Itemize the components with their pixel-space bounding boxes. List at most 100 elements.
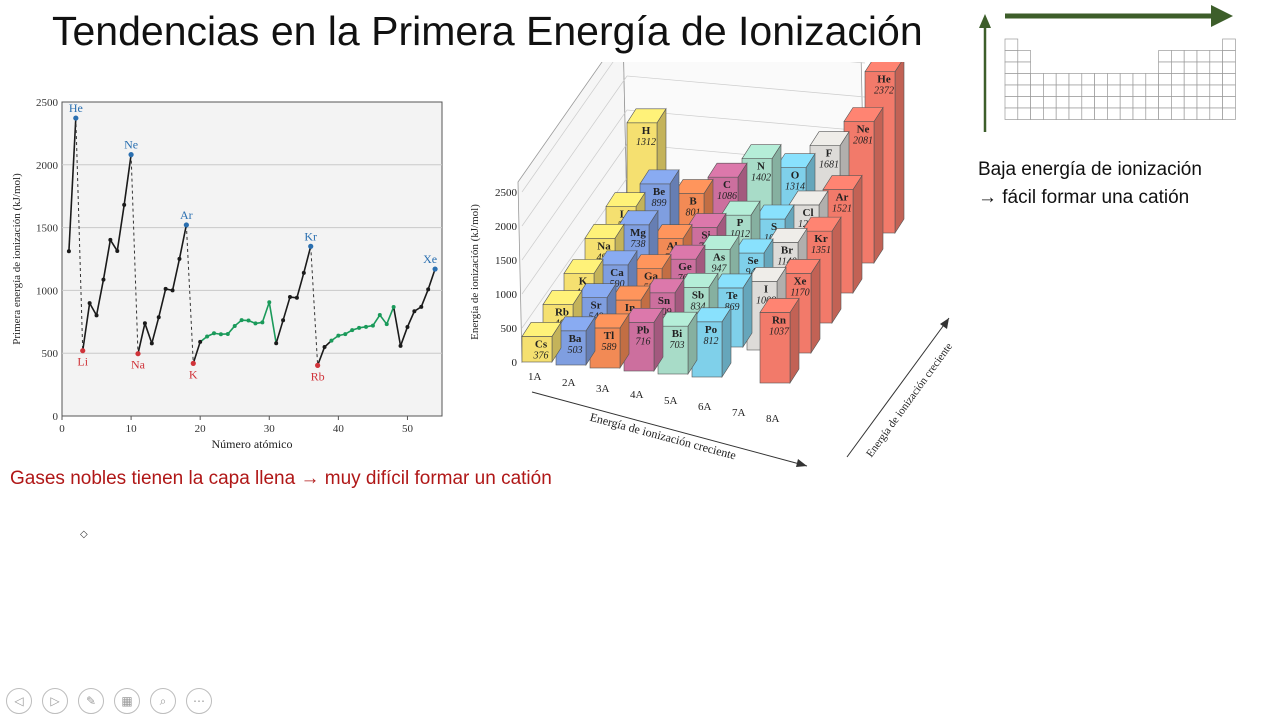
series-segment [144,323,153,344]
bar-symbol: Tl [604,330,614,342]
y-tick-label: 1500 [36,223,59,235]
low-energy-note-line1: Baja energía de ionización [978,159,1202,180]
data-point [322,345,327,350]
data-point [94,313,99,318]
bar-value: 812 [704,336,719,347]
mini-table-cell [1222,61,1236,74]
data-point [246,318,251,323]
point-annotation: K [189,367,198,381]
data-point [183,222,189,228]
wall-grid-line [521,143,628,295]
bar-symbol: Ba [569,333,582,345]
next-slide-button[interactable]: ▷ [42,688,68,714]
x-axis-label: Energía de ionización creciente [588,410,737,463]
mini-table-cell [1119,96,1134,109]
data-point [432,266,438,272]
bar-symbol: He [877,74,891,86]
data-point [274,341,279,346]
bar-side [852,174,863,295]
bar-value: 503 [568,345,583,356]
bar-value: 1008 [756,295,776,306]
mini-table-cell [1107,96,1121,109]
mini-table-cell [1222,73,1236,86]
data-point [115,248,120,253]
bar-value: 1012 [730,229,750,240]
bar-value: 834 [691,301,706,312]
mini-table-cell [1196,50,1211,63]
bar-symbol: S [771,221,777,233]
bar-symbol: O [791,170,800,182]
slide-overview-button[interactable]: ▦ [114,688,140,714]
group-label: 6A [698,401,712,413]
bar-top [746,267,787,282]
bar-top [801,216,842,232]
bar-symbol: Pb [637,324,650,336]
data-point [253,321,258,326]
mini-table-cell [1222,38,1236,51]
mini-table-cell [1183,96,1198,109]
data-point [135,351,141,357]
bar-top [673,179,714,194]
bar-top [843,107,884,122]
group-label: 1A [528,371,542,383]
bar-top [631,254,672,269]
bar-value: 590 [610,279,625,290]
data-point [177,256,182,261]
y-tick-label: 1000 [495,289,518,301]
bar-top [686,213,727,228]
mini-table-cell [1145,96,1159,109]
data-point [205,334,210,339]
bar-top [759,298,800,313]
y-axis-label: Primera energía de ionización (kJ/mol) [11,173,23,345]
data-point [377,313,382,318]
bar-value: 716 [636,336,651,347]
bar-top [657,311,698,327]
pen-tool-button[interactable]: ✎ [78,688,104,714]
bar-value: 899 [652,198,667,209]
mini-table-cell [1209,96,1223,109]
group-label: 2A [562,377,576,389]
bar-top [597,250,638,266]
mini-table-cell [1055,107,1070,120]
mini-table-cell [1171,50,1185,63]
bar-side [831,216,842,325]
slide-title: Tendencias en la Primera Energía de Ioni… [52,8,923,54]
mini-table-cell [1017,61,1031,74]
group-label: 7A [732,407,746,419]
mini-table-cell [1055,96,1070,109]
mini-table-cell [1017,73,1031,86]
mini-table-cell [1171,84,1185,97]
data-point [149,341,154,346]
bar-value: 1086 [717,191,737,202]
bar-value: 2081 [853,135,873,146]
data-point [315,362,321,368]
bar-top [780,259,821,274]
data-point [350,328,355,333]
bar-symbol: Mg [630,227,646,239]
bar-symbol: Sb [692,289,704,301]
bar-symbol: Rn [772,314,786,326]
bar-top [678,272,719,288]
mini-table-cell [1158,84,1172,97]
bar-top [699,235,740,250]
mini-table-cell [1043,73,1057,86]
series-segment [137,323,146,354]
bar-top [691,307,732,323]
mini-table-cell [1068,84,1083,97]
point-annotation: Xe [423,252,437,266]
bar-symbol: Na [597,240,611,252]
bar-value: 1314 [785,182,805,193]
x-tick-label: 20 [195,423,207,435]
bar-symbol: N [757,161,765,173]
more-options-button[interactable]: ⋯ [186,688,212,714]
group-label: 4A [630,389,644,401]
zoom-button[interactable]: ⌕ [150,688,176,714]
series-segment [81,302,91,351]
mini-table-cell [1107,73,1121,86]
bar-value: 1681 [819,160,839,171]
bar-top [712,273,753,289]
bar-value: 703 [670,340,685,351]
previous-slide-button[interactable]: ◁ [6,688,32,714]
mini-table-cell [1209,73,1223,86]
data-point [281,318,286,323]
